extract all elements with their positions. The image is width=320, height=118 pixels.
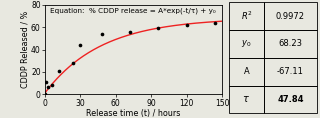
- Bar: [264, 30, 317, 58]
- Text: 68.23: 68.23: [278, 39, 302, 48]
- Bar: [229, 58, 264, 86]
- Point: [184, 24, 189, 26]
- Point: [99, 33, 104, 35]
- Point: [49, 84, 54, 86]
- Text: Equation:  % CDDP release = A*exp(-t/τ) + y₀: Equation: % CDDP release = A*exp(-t/τ) +…: [50, 7, 216, 14]
- Bar: [264, 86, 317, 113]
- Bar: [264, 58, 317, 86]
- Bar: [229, 2, 264, 30]
- Point: [71, 62, 76, 64]
- Text: 47.84: 47.84: [277, 95, 304, 104]
- Text: -67.11: -67.11: [277, 67, 304, 76]
- Point: [78, 44, 83, 46]
- Bar: [229, 30, 264, 58]
- Y-axis label: CDDP Released / %: CDDP Released / %: [20, 11, 29, 88]
- Point: [44, 81, 49, 83]
- Point: [156, 27, 161, 29]
- Text: $R^2$: $R^2$: [241, 10, 252, 22]
- Point: [42, 93, 47, 95]
- Point: [56, 70, 61, 72]
- Text: A: A: [244, 67, 249, 76]
- Point: [46, 86, 51, 88]
- X-axis label: Release time (t) / hours: Release time (t) / hours: [86, 109, 181, 118]
- Bar: [264, 2, 317, 30]
- Point: [213, 22, 218, 24]
- Text: 0.9972: 0.9972: [276, 12, 305, 21]
- Bar: [229, 86, 264, 113]
- Text: $y_0$: $y_0$: [241, 38, 252, 49]
- Text: $\tau$: $\tau$: [243, 94, 250, 104]
- Point: [127, 31, 132, 33]
